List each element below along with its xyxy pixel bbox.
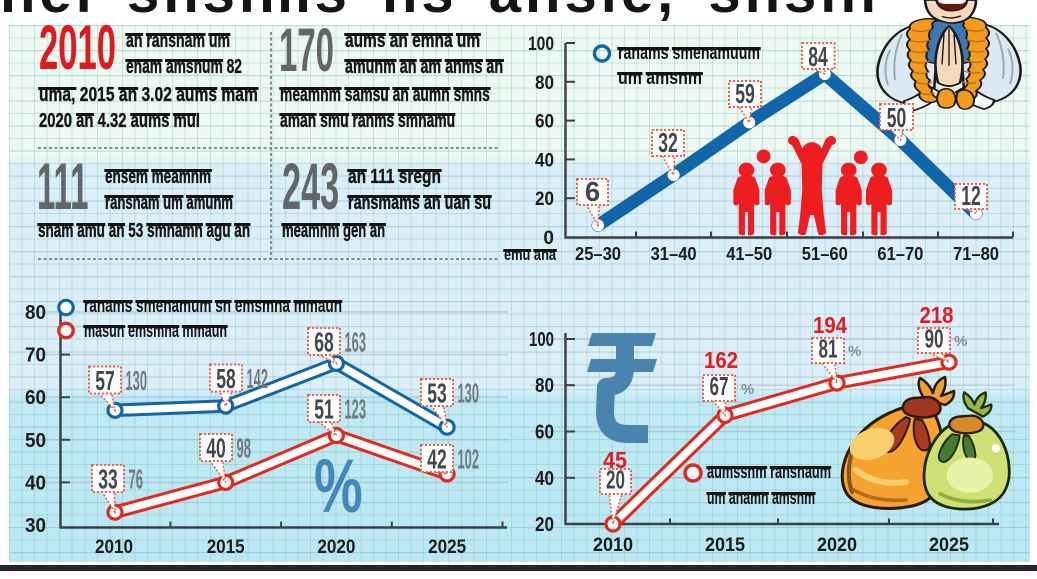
svg-text:2010: 2010 xyxy=(95,536,133,558)
svg-text:2015: 2015 xyxy=(705,534,745,556)
svg-text:84: 84 xyxy=(808,41,828,72)
svg-text:90: 90 xyxy=(925,324,944,354)
svg-text:2020: 2020 xyxy=(317,536,355,558)
svg-text:130: 130 xyxy=(126,365,148,396)
svg-text:57: 57 xyxy=(95,365,115,396)
svg-text:142: 142 xyxy=(247,363,269,394)
svg-text:59: 59 xyxy=(735,78,755,109)
svg-text:100: 100 xyxy=(529,329,554,351)
svg-text:102: 102 xyxy=(458,444,480,475)
svg-text:40: 40 xyxy=(25,471,46,494)
svg-text:30: 30 xyxy=(25,514,46,537)
svg-text:33: 33 xyxy=(98,464,118,495)
svg-text:25–30: 25–30 xyxy=(575,243,621,264)
svg-text:2015: 2015 xyxy=(207,536,245,558)
svg-text:162: 162 xyxy=(704,347,738,373)
svg-text:76: 76 xyxy=(129,464,144,495)
svg-text:20: 20 xyxy=(535,189,554,210)
svg-text:50: 50 xyxy=(25,429,46,452)
svg-text:53: 53 xyxy=(427,378,447,409)
svg-text:61–70: 61–70 xyxy=(877,243,923,264)
svg-text:45: 45 xyxy=(603,447,627,473)
svg-text:60: 60 xyxy=(535,422,554,444)
svg-text:40: 40 xyxy=(535,468,554,490)
svg-text:6: 6 xyxy=(585,176,600,207)
svg-text:123: 123 xyxy=(345,394,367,425)
svg-text:2020: 2020 xyxy=(817,534,857,556)
svg-text:67: 67 xyxy=(710,371,729,401)
svg-text:80: 80 xyxy=(535,375,554,397)
svg-text:68: 68 xyxy=(314,327,334,358)
svg-text:0: 0 xyxy=(543,228,554,249)
svg-text:194: 194 xyxy=(813,312,847,338)
svg-text:218: 218 xyxy=(920,302,954,328)
svg-text:60: 60 xyxy=(25,386,46,409)
svg-text:51–60: 51–60 xyxy=(802,243,848,264)
svg-text:163: 163 xyxy=(345,327,367,358)
svg-text:40: 40 xyxy=(206,433,226,464)
svg-text:60: 60 xyxy=(535,112,554,133)
svg-text:71–80: 71–80 xyxy=(953,243,999,264)
svg-text:80: 80 xyxy=(25,301,46,324)
svg-text:41–50: 41–50 xyxy=(726,243,772,264)
svg-text:32: 32 xyxy=(658,127,678,158)
svg-text:80: 80 xyxy=(535,73,554,94)
svg-text:130: 130 xyxy=(458,378,480,409)
svg-text:2025: 2025 xyxy=(428,536,466,558)
svg-text:81: 81 xyxy=(819,334,838,364)
svg-text:12: 12 xyxy=(961,180,981,211)
svg-text:58: 58 xyxy=(216,363,236,394)
svg-text:42: 42 xyxy=(427,444,447,475)
svg-text:2025: 2025 xyxy=(929,534,969,556)
svg-text:70: 70 xyxy=(25,344,46,367)
svg-text:%: % xyxy=(314,444,363,529)
svg-text:100: 100 xyxy=(528,34,554,55)
svg-text:31–40: 31–40 xyxy=(651,243,697,264)
svg-text:20: 20 xyxy=(535,514,554,536)
svg-text:%: % xyxy=(954,333,967,350)
svg-text:40: 40 xyxy=(535,150,554,171)
svg-text:%: % xyxy=(741,381,754,398)
svg-text:98: 98 xyxy=(237,433,252,464)
svg-text:20: 20 xyxy=(606,465,625,495)
svg-text:50: 50 xyxy=(887,102,907,133)
svg-text:51: 51 xyxy=(314,394,334,425)
svg-text:2010: 2010 xyxy=(593,534,633,556)
svg-text:%: % xyxy=(848,343,861,360)
